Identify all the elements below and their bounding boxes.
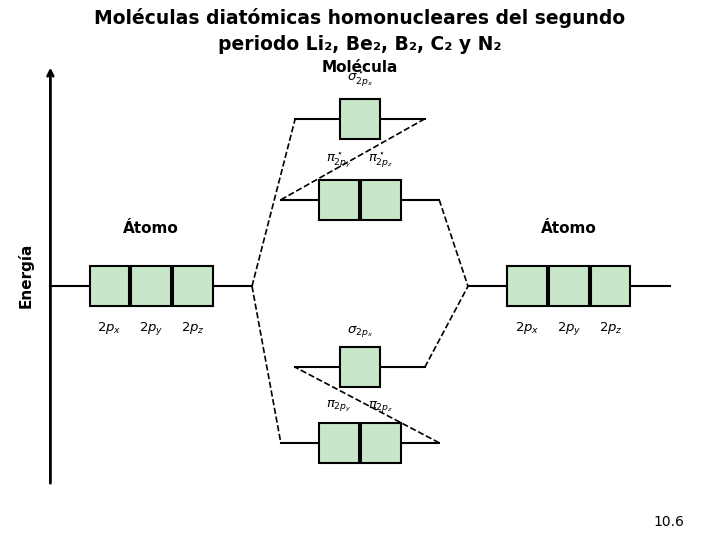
- Bar: [361, 179, 400, 220]
- Bar: [361, 422, 400, 463]
- Text: 10.6: 10.6: [653, 515, 684, 529]
- Text: $2p_x$: $2p_x$: [515, 320, 539, 336]
- Text: $\sigma_{2p_x}$: $\sigma_{2p_x}$: [347, 324, 373, 339]
- Bar: [320, 422, 359, 463]
- Text: $2p_y$: $2p_y$: [557, 320, 581, 337]
- Text: $\pi^\star_{2p_y}$: $\pi^\star_{2p_y}$: [326, 151, 352, 170]
- Text: $\pi_{2p_y}$: $\pi_{2p_y}$: [326, 400, 352, 415]
- Text: $\sigma^\star_{2p_x}$: $\sigma^\star_{2p_x}$: [347, 70, 373, 89]
- Text: $2p_y$: $2p_y$: [139, 320, 163, 337]
- Text: Energía: Energía: [17, 242, 33, 308]
- Bar: [173, 266, 213, 306]
- Text: $\pi^\star_{2p_z}$: $\pi^\star_{2p_z}$: [368, 151, 394, 170]
- Text: $2p_z$: $2p_z$: [181, 320, 205, 336]
- Bar: [590, 266, 631, 306]
- Bar: [340, 98, 380, 139]
- Bar: [340, 347, 380, 388]
- Text: Moléculas diatómicas homonucleares del segundo: Moléculas diatómicas homonucleares del s…: [94, 8, 626, 28]
- Bar: [320, 179, 359, 220]
- Text: $2p_z$: $2p_z$: [598, 320, 623, 336]
- Text: periodo Li₂, Be₂, B₂, C₂ y N₂: periodo Li₂, Be₂, B₂, C₂ y N₂: [218, 35, 502, 54]
- Bar: [507, 266, 547, 306]
- Bar: [549, 266, 589, 306]
- Text: Molécula: Molécula: [322, 60, 398, 75]
- Bar: [132, 266, 171, 306]
- Text: $2p_x$: $2p_x$: [97, 320, 122, 336]
- Text: Átomo: Átomo: [123, 221, 179, 235]
- Text: $\pi_{2p_z}$: $\pi_{2p_z}$: [368, 400, 394, 415]
- Text: Átomo: Átomo: [541, 221, 597, 235]
- Bar: [89, 266, 130, 306]
